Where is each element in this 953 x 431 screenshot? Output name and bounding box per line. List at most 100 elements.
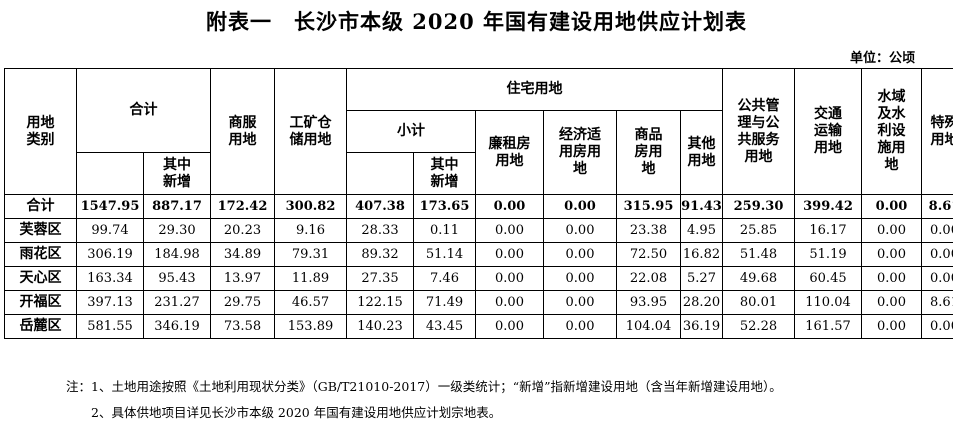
cell: 22.08 bbox=[616, 266, 681, 291]
row-name: 天心区 bbox=[4, 266, 77, 291]
cell: 27.35 bbox=[346, 266, 414, 291]
cell: 28.33 bbox=[346, 218, 414, 243]
cell: 581.55 bbox=[76, 314, 144, 339]
cell: 93.95 bbox=[616, 290, 681, 315]
cell: 0.00 bbox=[475, 314, 544, 339]
cell: 153.89 bbox=[274, 314, 347, 339]
header-subtotal-blank bbox=[346, 152, 414, 195]
cell: 0.00 bbox=[861, 314, 922, 339]
table-row: 天心区 163.34 95.43 13.97 11.89 27.35 7.46 0.00 0.0… bbox=[4, 266, 953, 291]
cell: 43.45 bbox=[413, 314, 476, 339]
cell: 29.75 bbox=[210, 290, 275, 315]
row-name: 雨花区 bbox=[4, 242, 77, 267]
table-row: 合计 1547.95 887.17 172.42 300.82 407.38 173.65 0… bbox=[4, 194, 953, 219]
cell: 172.42 bbox=[210, 194, 275, 219]
cell: 8.61 bbox=[921, 194, 953, 219]
cell: 16.82 bbox=[680, 242, 723, 267]
cell: 407.38 bbox=[346, 194, 414, 219]
header-transport: 交通 运输 用地 bbox=[794, 68, 862, 195]
cell: 104.04 bbox=[616, 314, 681, 339]
cell: 25.85 bbox=[722, 218, 795, 243]
cell: 28.20 bbox=[680, 290, 723, 315]
cell: 89.32 bbox=[346, 242, 414, 267]
cell: 51.48 bbox=[722, 242, 795, 267]
cell: 29.30 bbox=[143, 218, 211, 243]
cell: 51.14 bbox=[413, 242, 476, 267]
cell: 259.30 bbox=[722, 194, 795, 219]
table-body: 合计 1547.95 887.17 172.42 300.82 407.38 173.65 0… bbox=[4, 194, 953, 339]
cell: 122.15 bbox=[346, 290, 414, 315]
cell: 163.34 bbox=[76, 266, 144, 291]
cell: 8.61 bbox=[921, 290, 953, 315]
cell: 0.00 bbox=[475, 266, 544, 291]
header-category: 用地 类别 bbox=[4, 68, 77, 195]
cell: 0.00 bbox=[543, 194, 617, 219]
note-1: 注：1、土地用途按照《土地利用现状分类》（GB/T21010-2017）一级类统… bbox=[66, 379, 782, 394]
cell: 20.23 bbox=[210, 218, 275, 243]
unit-label: 单位：公顷 bbox=[849, 51, 915, 66]
header-commercial: 商服 用地 bbox=[210, 68, 275, 195]
row-name: 合计 bbox=[4, 194, 77, 219]
cell: 306.19 bbox=[76, 242, 144, 267]
cell: 72.50 bbox=[616, 242, 681, 267]
cell: 51.19 bbox=[794, 242, 862, 267]
land-supply-table: 用地 类别 合计 商服 用地 工矿仓 储用地 住宅用地 公共管 理与公 共服务 用地 交通运… bbox=[4, 68, 953, 339]
cell: 0.00 bbox=[861, 218, 922, 243]
cell: 315.95 bbox=[616, 194, 681, 219]
header-new: 其中 新增 bbox=[143, 152, 211, 195]
header-total-blank bbox=[76, 152, 144, 195]
cell: 140.23 bbox=[346, 314, 414, 339]
cell: 0.00 bbox=[861, 290, 922, 315]
row-name: 开福区 bbox=[4, 290, 77, 315]
notes: 注：1、土地用途按照《土地利用现状分类》（GB/T21010-2017）一级类统… bbox=[66, 374, 782, 426]
cell: 91.43 bbox=[680, 194, 723, 219]
header-commodity: 商品 房用地 bbox=[616, 110, 681, 195]
cell: 99.74 bbox=[76, 218, 144, 243]
cell: 0.00 bbox=[921, 314, 953, 339]
cell: 399.42 bbox=[794, 194, 862, 219]
cell: 184.98 bbox=[143, 242, 211, 267]
header-other: 其他 用地 bbox=[680, 110, 723, 195]
cell: 0.00 bbox=[475, 290, 544, 315]
table-row: 雨花区 306.19 184.98 34.89 79.31 89.32 51.14 0.00 0… bbox=[4, 242, 953, 267]
cell: 173.65 bbox=[413, 194, 476, 219]
cell: 1547.95 bbox=[76, 194, 144, 219]
table-row: 芙蓉区 99.74 29.30 20.23 9.16 28.33 0.11 0.00 0.00 2… bbox=[4, 218, 953, 243]
cell: 0.00 bbox=[543, 290, 617, 315]
note-2: 2、具体供地项目详见长沙市本级 2020 年国有建设用地供应计划宗地表。 bbox=[66, 405, 502, 420]
header-special: 特殊 用地 bbox=[921, 68, 953, 195]
cell: 397.13 bbox=[76, 290, 144, 315]
cell: 9.16 bbox=[274, 218, 347, 243]
cell: 0.00 bbox=[543, 314, 617, 339]
cell: 80.01 bbox=[722, 290, 795, 315]
cell: 887.17 bbox=[143, 194, 211, 219]
cell: 231.27 bbox=[143, 290, 211, 315]
header-total: 合计 bbox=[76, 68, 211, 153]
cell: 0.00 bbox=[543, 266, 617, 291]
page-title: 附表一 长沙市本级 2020 年国有建设用地供应计划表 bbox=[205, 9, 748, 34]
table-header: 用地 类别 合计 商服 用地 工矿仓 储用地 住宅用地 公共管 理与公 共服务 用地 交通运… bbox=[4, 68, 953, 195]
cell: 0.11 bbox=[413, 218, 476, 243]
cell: 60.45 bbox=[794, 266, 862, 291]
header-low-rent: 廉租房 用地 bbox=[475, 110, 544, 195]
cell: 16.17 bbox=[794, 218, 862, 243]
header-subtotal: 小计 bbox=[346, 110, 476, 153]
cell: 71.49 bbox=[413, 290, 476, 315]
header-sub-new: 其中 新增 bbox=[413, 152, 476, 195]
header-water: 水域 及水 利设 施用地 bbox=[861, 68, 922, 195]
cell: 0.00 bbox=[921, 242, 953, 267]
cell: 0.00 bbox=[475, 242, 544, 267]
cell: 0.00 bbox=[475, 218, 544, 243]
cell: 46.57 bbox=[274, 290, 347, 315]
cell: 11.89 bbox=[274, 266, 347, 291]
header-public: 公共管 理与公 共服务 用地 bbox=[722, 68, 795, 195]
cell: 23.38 bbox=[616, 218, 681, 243]
cell: 0.00 bbox=[543, 242, 617, 267]
cell: 0.00 bbox=[475, 194, 544, 219]
header-residential: 住宅用地 bbox=[346, 68, 723, 111]
cell: 73.58 bbox=[210, 314, 275, 339]
cell: 4.95 bbox=[680, 218, 723, 243]
cell: 346.19 bbox=[143, 314, 211, 339]
cell: 0.00 bbox=[921, 218, 953, 243]
cell: 0.00 bbox=[861, 242, 922, 267]
